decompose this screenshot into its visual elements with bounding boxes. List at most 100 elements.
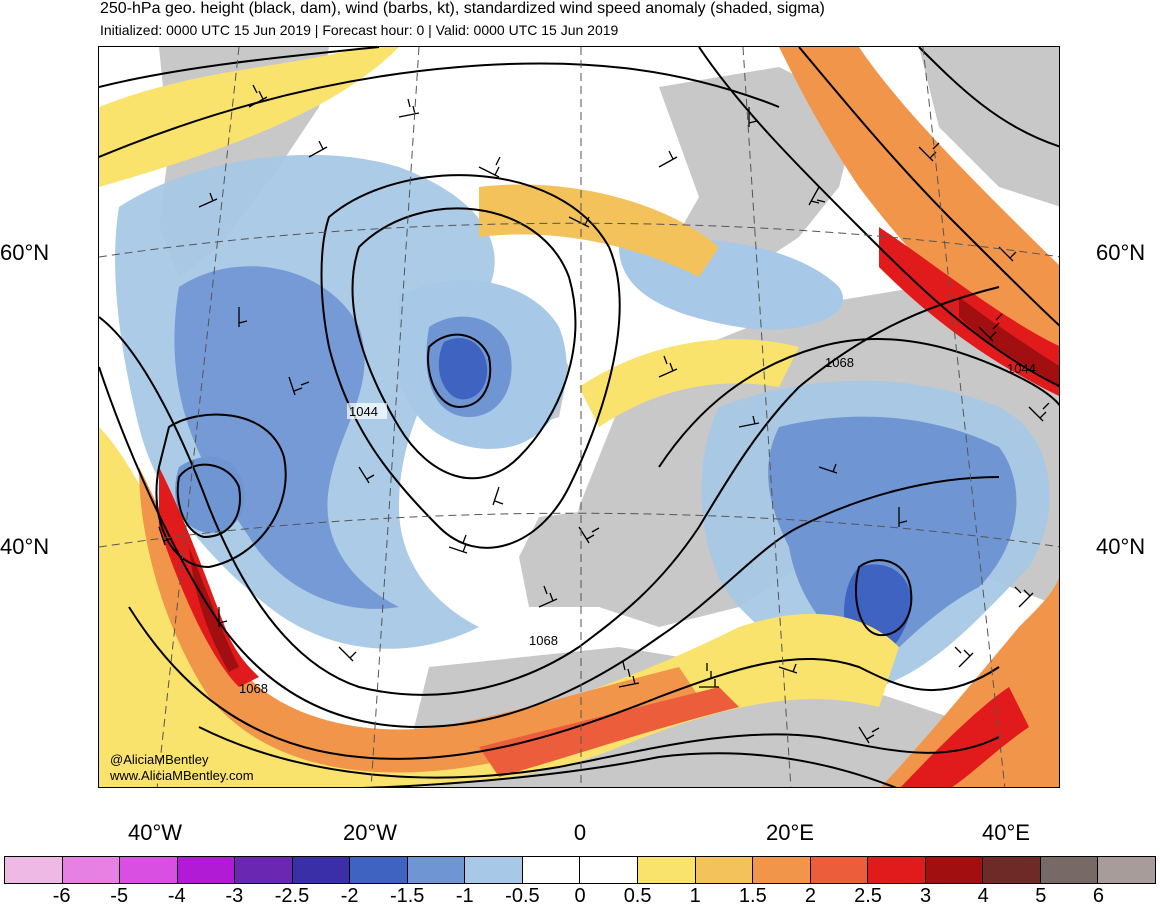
blue-region-central-atlantic <box>174 266 399 609</box>
colorbar-segment <box>292 857 351 883</box>
colorbar-tick-label: 1 <box>689 885 701 907</box>
wind-barb <box>898 507 908 527</box>
wind-barb <box>448 534 468 554</box>
wind-barb <box>288 376 310 396</box>
height-contours <box>99 47 1059 787</box>
wind-barb <box>358 466 375 484</box>
lat-label-60n-right: 60°N <box>1096 240 1146 265</box>
map-panel: 1044 1068 1068 1044 1068 <box>98 46 1060 788</box>
colorbar-segment <box>1098 857 1155 883</box>
colorbar-tick-label: -2.5 <box>274 885 310 907</box>
colorbar-tick-label: 3 <box>920 885 932 907</box>
latitude-line-60 <box>99 222 1059 258</box>
negative-anomaly-shading <box>115 154 1050 687</box>
contour-west-low-2 <box>176 463 241 539</box>
lon-label-20w: 20°W <box>342 820 398 845</box>
wind-barb <box>858 726 880 744</box>
anomaly-colorbar <box>4 856 1156 884</box>
contour-low-ring-1 <box>351 207 577 480</box>
contour-label-group: 1044 1068 1068 1044 1068 <box>239 355 1036 696</box>
wind-barb <box>158 526 173 546</box>
colorbar-tick-label: 5 <box>1035 885 1047 907</box>
blue-region-low-center <box>438 338 488 400</box>
lon-label-0: 0 <box>573 820 587 845</box>
colorbar-tick-label: 6 <box>1092 885 1104 907</box>
jet-uk-south <box>579 339 799 427</box>
weather-map-svg: 1044 1068 1068 1044 1068 <box>99 47 1059 787</box>
colorbar-segment <box>580 857 639 883</box>
wind-barb <box>538 585 558 608</box>
land-arctic-east <box>919 47 1059 207</box>
contour-europe-ridge <box>658 337 1059 468</box>
colorbar-tick-label: 2.5 <box>854 885 882 907</box>
colorbar-segment <box>638 857 696 883</box>
colorbar-tick-label: -5 <box>110 885 129 907</box>
lat-label-40n-left: 40°N <box>0 534 50 559</box>
colorbar-tick-label: -3 <box>225 885 244 907</box>
colorbar-tick-label: 1.5 <box>738 885 767 907</box>
colorbar-segment <box>868 857 926 883</box>
wind-barb <box>748 107 758 127</box>
latitude-line-40 <box>99 512 1059 548</box>
jet-northeast <box>779 47 1059 386</box>
contour-northwest <box>99 47 380 88</box>
contour-label: 1044 <box>349 404 378 419</box>
jet-mediterranean <box>479 687 739 777</box>
longitude-line-20e <box>742 47 792 787</box>
contour-northeast-1 <box>698 47 1059 388</box>
colorbar-tick-label: 2 <box>804 885 816 907</box>
lon-label-40w: 40°W <box>127 820 183 845</box>
colorbar-segment <box>177 857 236 883</box>
contour-northeast-3 <box>918 47 1059 148</box>
contour-low-ring-2 <box>320 174 621 549</box>
wind-barb <box>248 84 268 108</box>
wind-barb <box>778 663 798 674</box>
colorbar-segment <box>62 857 121 883</box>
jet-arc-atlantic-max <box>159 467 259 687</box>
longitude-line-40e <box>922 47 1006 787</box>
jet-northeast-max <box>959 297 1059 386</box>
contour-southern-3 <box>360 752 897 787</box>
wind-barb <box>658 355 678 378</box>
positive-anomaly-shading <box>99 47 1059 787</box>
wind-barb <box>699 663 719 688</box>
wind-barb <box>618 661 640 688</box>
colorbar-segment <box>810 857 869 883</box>
colorbar-segment <box>983 857 1041 883</box>
colorbar-segment <box>350 857 408 883</box>
colorbar-tick-label: 0.5 <box>623 885 652 907</box>
blue-region-west-gyre <box>175 456 245 533</box>
map-title: 250-hPa geo. height (black, dam), wind (… <box>100 0 825 17</box>
wind-barb <box>954 646 974 668</box>
contour-northeast-2 <box>798 47 1059 327</box>
contour-southern-2 <box>198 726 1000 779</box>
graticule <box>99 47 1059 787</box>
colorbar-segment <box>5 857 63 883</box>
contour-label: 1068 <box>529 633 558 648</box>
colorbar-segment <box>1040 857 1099 883</box>
wind-barb <box>218 607 228 627</box>
colorbar-segment <box>407 857 466 883</box>
contour-north-arc <box>99 62 780 158</box>
lat-label-60n-left: 60°N <box>0 240 50 265</box>
colorbar-tick-label: -6 <box>52 885 71 907</box>
contour-west-atlantic-2 <box>99 366 1000 729</box>
contour-southern-1 <box>128 606 1000 760</box>
jet-arc-atlantic-darkest <box>189 547 239 672</box>
wind-barb <box>1014 586 1034 608</box>
wind-barb <box>738 415 760 428</box>
wind-barb <box>492 486 504 506</box>
contour-low-ring-3 <box>427 333 492 409</box>
lon-label-40e: 40°E <box>982 820 1030 845</box>
contour-west-low-1 <box>155 413 287 569</box>
wind-barb <box>398 98 420 118</box>
contour-label: 1044 <box>1007 361 1036 376</box>
colorbar-segment <box>753 857 811 883</box>
colorbar-segment <box>695 857 754 883</box>
colorbar-tick-label: -1 <box>455 885 474 907</box>
colorbar-tick-label: -4 <box>167 885 186 907</box>
longitude-line-40w <box>156 47 240 787</box>
colorbar-tick-label: 0 <box>574 885 586 907</box>
wind-barb <box>978 313 1003 342</box>
contour-balkan-low <box>855 559 913 637</box>
